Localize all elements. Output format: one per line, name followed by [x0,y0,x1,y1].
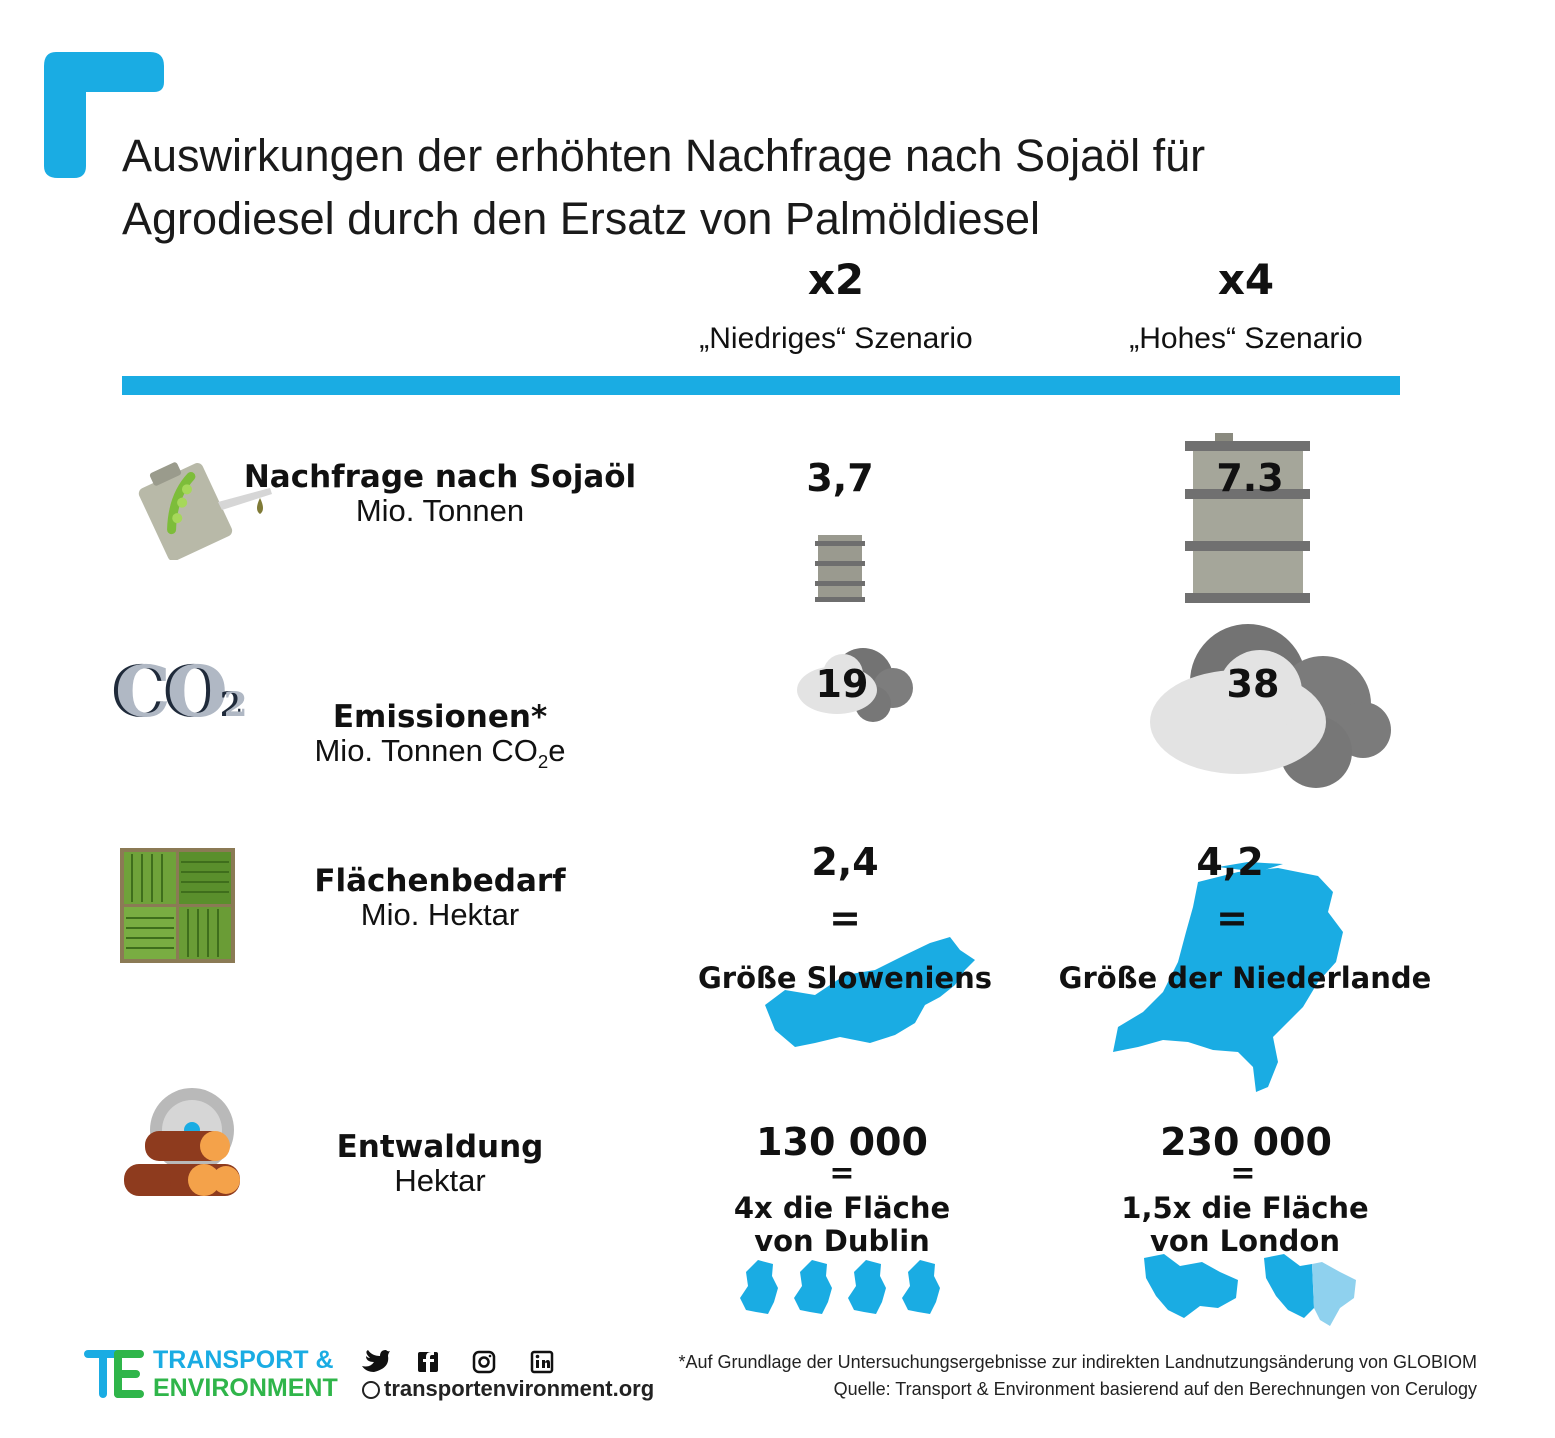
high-multiplier: x4 [1217,255,1275,304]
land-high-value: 4,2 [1196,840,1264,884]
large-barrel-icon [1185,433,1310,603]
demand-high-value: 7.3 [1216,456,1284,500]
website-link[interactable]: transportenvironment.org [362,1376,654,1402]
facebook-icon [418,1352,438,1372]
deforestation-low-value: 130 000 [756,1120,928,1164]
te-brand: TRANSPORT & ENVIRONMENT [153,1346,338,1402]
logs-saw-icon [124,1088,240,1196]
low-multiplier: x2 [807,255,865,304]
deforestation-low-equals: = [829,1156,855,1191]
london-maps [1144,1254,1356,1326]
deforestation-low-comparison: 4x die Fläche von Dublin [733,1191,951,1258]
emissions-high-value: 38 [1226,662,1280,706]
globe-icon [362,1381,380,1399]
co2-icon: CO2 [115,650,247,733]
header-divider [122,376,1400,395]
social-icons [362,1350,554,1374]
small-cloud-icon [797,648,913,722]
oil-canister-icon [138,462,272,560]
land-high-equals: = [1216,896,1248,940]
land-low-comparison: Größe Sloweniens [697,961,993,995]
field-icon [120,848,235,963]
instagram-icon [472,1350,496,1374]
corner-bracket [44,52,164,178]
high-scenario-label: „Hohes“ Szenario [1129,322,1363,355]
deforestation-high-value: 230 000 [1160,1120,1332,1164]
page-title: Auswirkungen der erhöhten Nachfrage nach… [122,130,1206,244]
low-scenario-label: „Niedriges“ Szenario [699,322,973,355]
linkedin-icon [530,1350,554,1374]
te-logo-icon [84,1350,144,1398]
deforestation-high-equals: = [1230,1156,1256,1191]
land-high-comparison: Größe der Niederlande [1058,961,1432,995]
land-label: Flächenbedarf Mio. Hektar [314,863,566,932]
netherlands-map [1113,862,1343,1092]
slovenia-map [765,937,975,1047]
large-cloud-icon [1150,624,1391,788]
land-low-value: 2,4 [811,840,879,884]
dublin-maps [740,1260,940,1314]
twitter-icon [362,1350,390,1372]
demand-label: Nachfrage nach Sojaöl Mio. Tonnen [243,459,637,528]
source-note: Quelle: Transport & Environment basieren… [833,1379,1477,1399]
emissions-low-value: 19 [815,662,869,706]
land-low-equals: = [829,896,861,940]
demand-low-value: 3,7 [806,456,874,500]
emissions-label: Emissionen* Mio. Tonnen CO2e [314,699,566,773]
deforestation-label: Entwaldung Hektar [336,1129,544,1198]
footnote: *Auf Grundlage der Untersuchungsergebnis… [678,1352,1478,1372]
small-barrel-icon [815,535,865,602]
deforestation-high-comparison: 1,5x die Fläche von London [1121,1191,1369,1258]
